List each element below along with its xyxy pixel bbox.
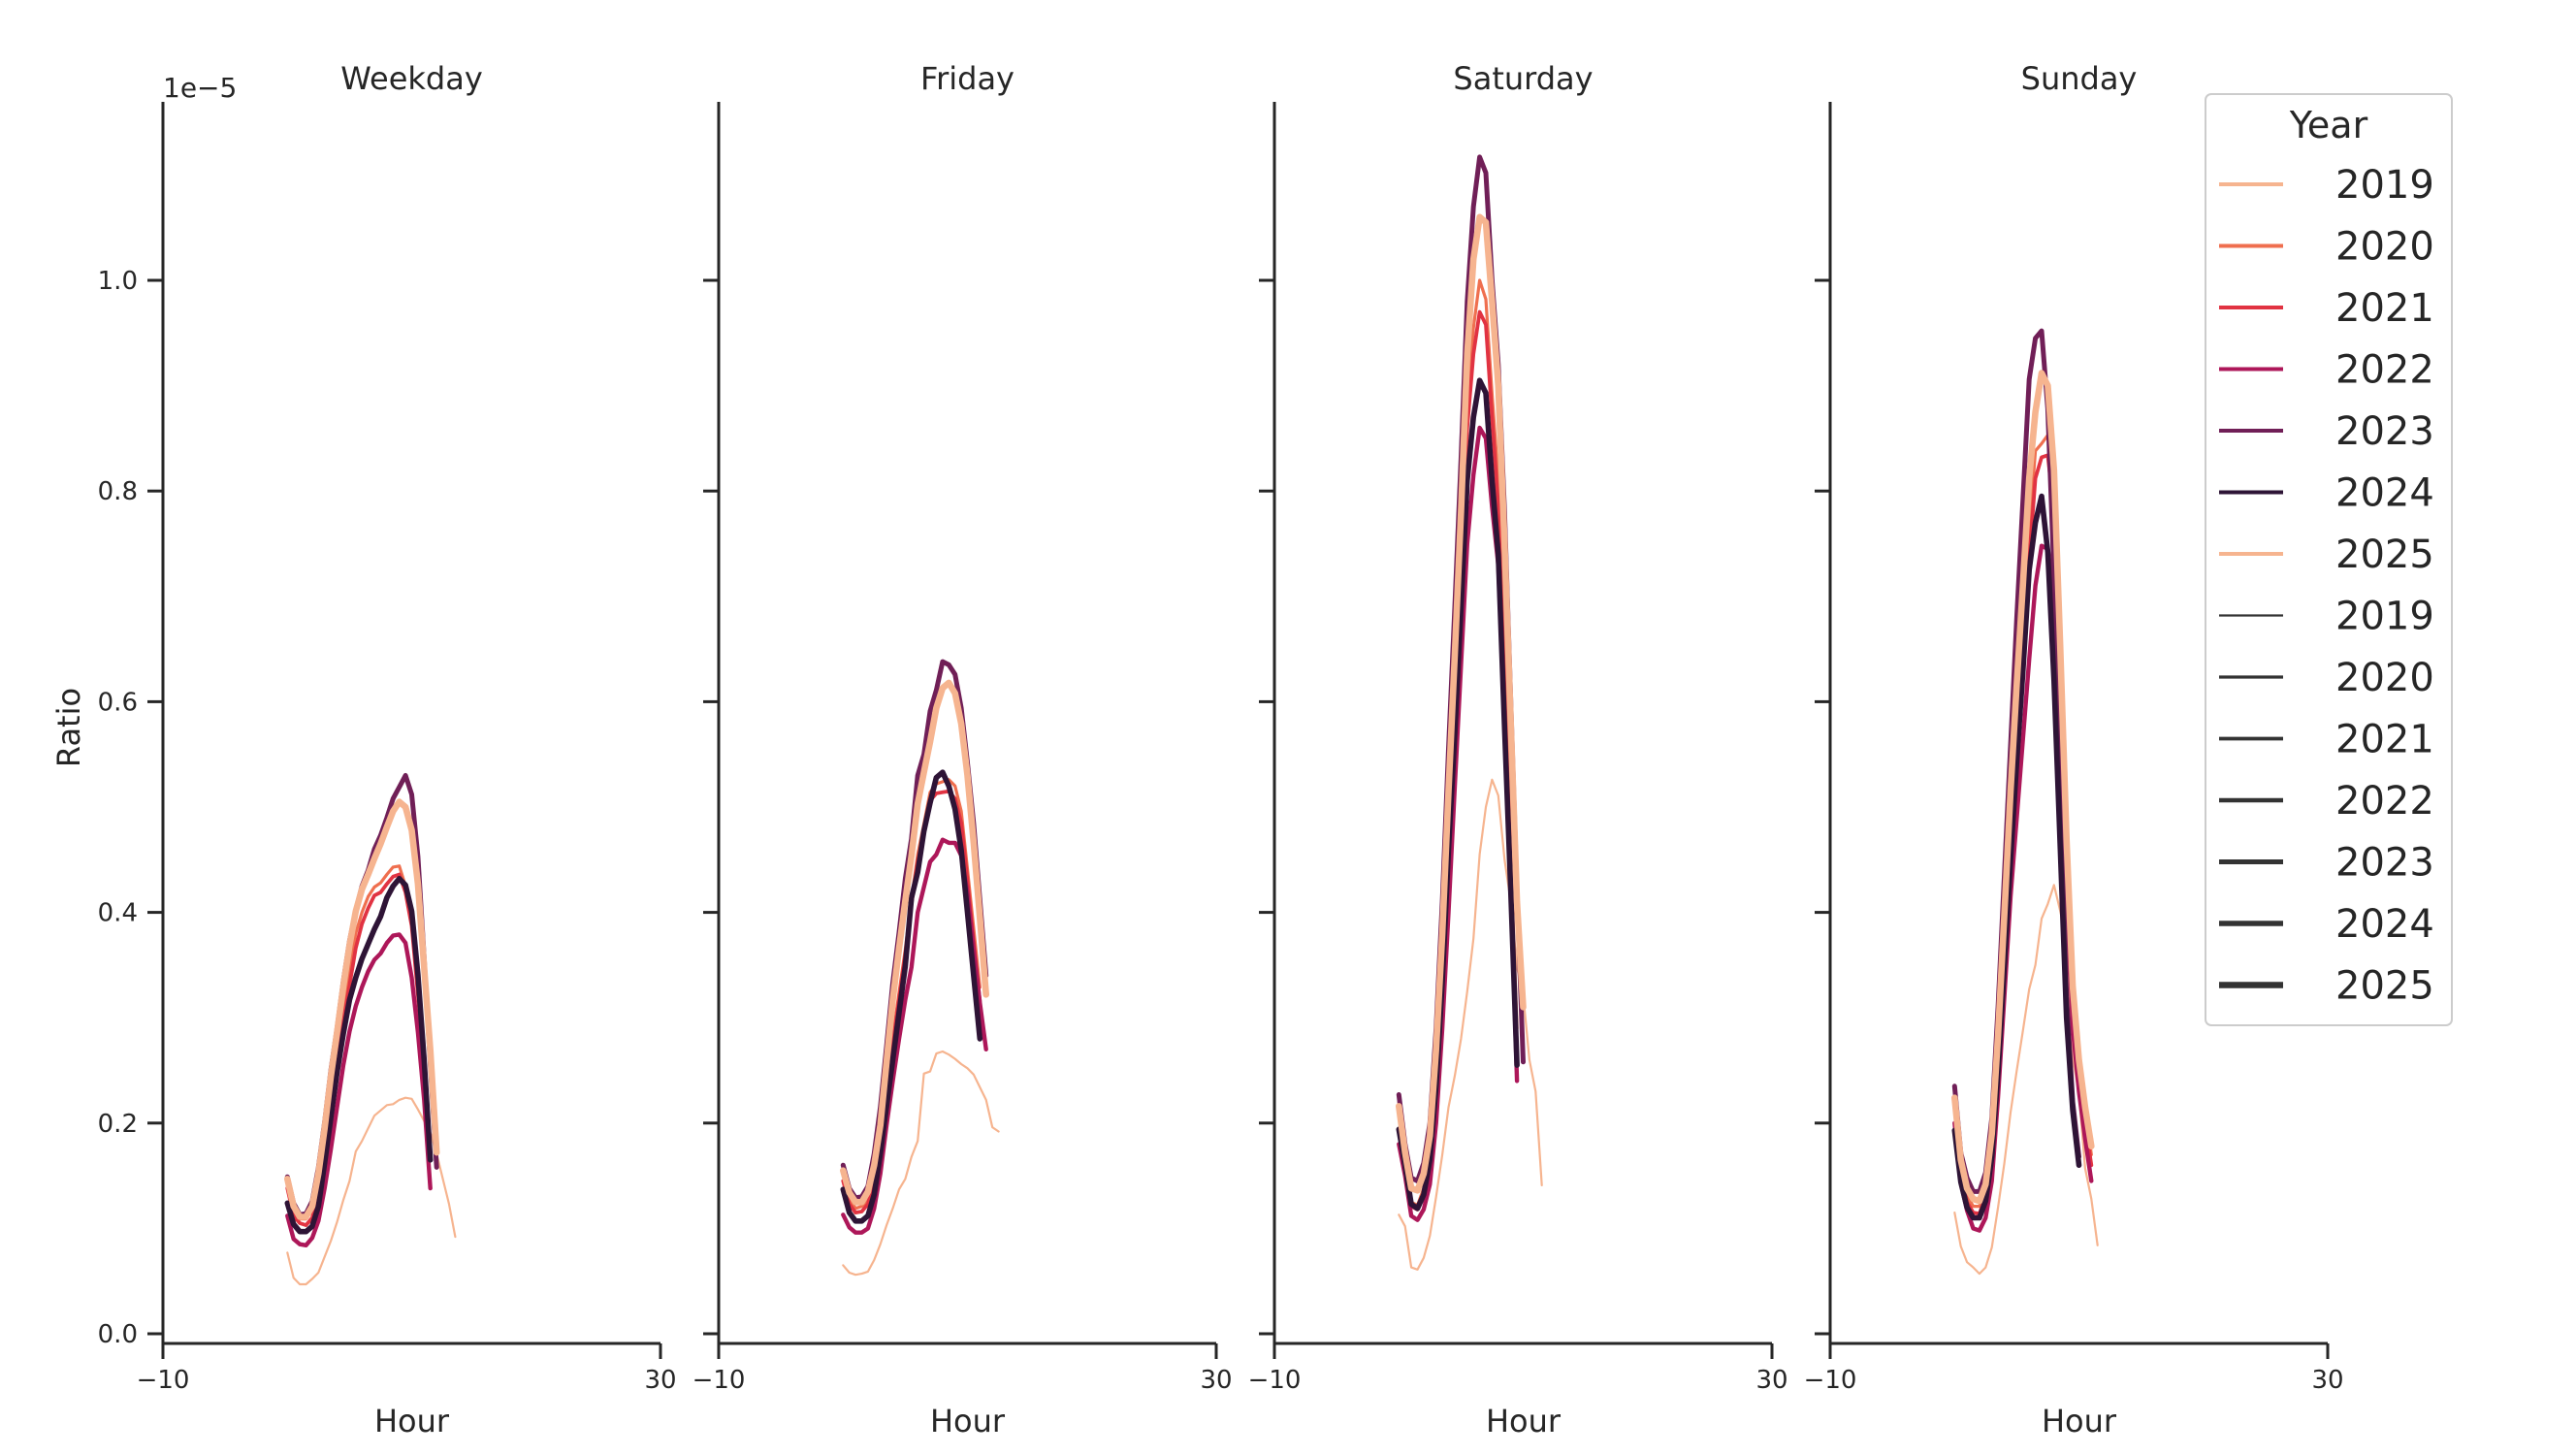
legend-label: 2024: [2335, 471, 2434, 516]
subplot-title: Friday: [920, 60, 1014, 97]
subplot-grid: Weekday 0.0 0.2 0.4 0.6 0.8 1.0 −10 30 Hour Ratio 1…: [50, 60, 2344, 1439]
y-tick-label: 0.6: [98, 688, 138, 717]
legend-title: Year: [2289, 104, 2368, 146]
x-tick-label: −10: [692, 1366, 746, 1395]
legend-label: 2023: [2335, 409, 2434, 454]
subplot-title: Saturday: [1453, 60, 1593, 97]
legend-label: 2021: [2335, 718, 2434, 762]
y-axis-label: Ratio: [50, 688, 87, 767]
series-line-2025-friday: [839, 679, 990, 1206]
y-tick-label: 0.2: [98, 1110, 138, 1139]
legend-label: 2024: [2335, 902, 2434, 947]
x-axis-label: Hour: [1486, 1403, 1562, 1439]
series-line-2023-sunday: [1951, 328, 2081, 1194]
legend-label: 2022: [2335, 779, 2434, 824]
subplot-weekday: Weekday 0.0 0.2 0.4 0.6 0.8 1.0 −10 30 Hour Ratio 1…: [50, 60, 677, 1439]
x-tick-label: −10: [137, 1366, 190, 1395]
x-tick-label: −10: [1248, 1366, 1302, 1395]
legend-label: 2020: [2335, 225, 2434, 270]
y-tick-label: 0.4: [98, 899, 138, 928]
x-axis-label: Hour: [930, 1403, 1006, 1439]
legend-label: 2025: [2335, 964, 2434, 1009]
x-tick-label: 30: [1755, 1366, 1787, 1395]
y-tick-label: 0.8: [98, 477, 138, 506]
subplot-title: Weekday: [340, 60, 483, 97]
series-line-2022-weekday: [285, 932, 433, 1248]
y-offset-label: 1e−5: [163, 72, 237, 104]
y-tick-label: 1.0: [98, 267, 138, 296]
x-tick-label: −10: [1804, 1366, 1857, 1395]
series-line-2025-sunday: [1951, 370, 2095, 1205]
series-line-2025-weekday: [283, 798, 440, 1220]
subplot-friday: Friday −10 30 Hour: [692, 60, 1233, 1439]
series-line-2024-friday: [840, 769, 983, 1224]
legend-label: 2019: [2335, 595, 2434, 639]
x-axis-label: Hour: [374, 1403, 450, 1439]
subplot-saturday: Saturday −10 30 Hour: [1248, 60, 1788, 1439]
series-line-2019-friday: [842, 1050, 1000, 1277]
x-tick-label: 30: [1200, 1366, 1232, 1395]
legend-label: 2023: [2335, 841, 2434, 886]
series-line-2024-saturday: [1396, 377, 1520, 1212]
subplot-title: Sunday: [2021, 60, 2138, 97]
legend-frame: [2205, 93, 2453, 1026]
legend-label: 2021: [2335, 286, 2434, 331]
subplot-sunday: Sunday −10 30 Hour: [1804, 60, 2344, 1439]
series-line-2025-saturday: [1396, 213, 1527, 1194]
series-line-2024-sunday: [1951, 493, 2082, 1221]
legend-label: 2020: [2335, 656, 2434, 700]
legend-label: 2025: [2335, 533, 2434, 577]
legend-label: 2022: [2335, 348, 2434, 393]
series-line-2019-sunday: [1953, 884, 2099, 1276]
legend: Year 2019 2020 2021 2022 2023 2024 2025 2019 2020…: [2205, 93, 2453, 1026]
x-axis-label: Hour: [2042, 1403, 2117, 1439]
y-tick-label: 0.0: [98, 1320, 138, 1349]
series-line-2024-weekday: [284, 875, 434, 1235]
x-tick-label: 30: [2311, 1366, 2343, 1395]
legend-label: 2019: [2335, 163, 2434, 208]
x-tick-label: 30: [644, 1366, 676, 1395]
